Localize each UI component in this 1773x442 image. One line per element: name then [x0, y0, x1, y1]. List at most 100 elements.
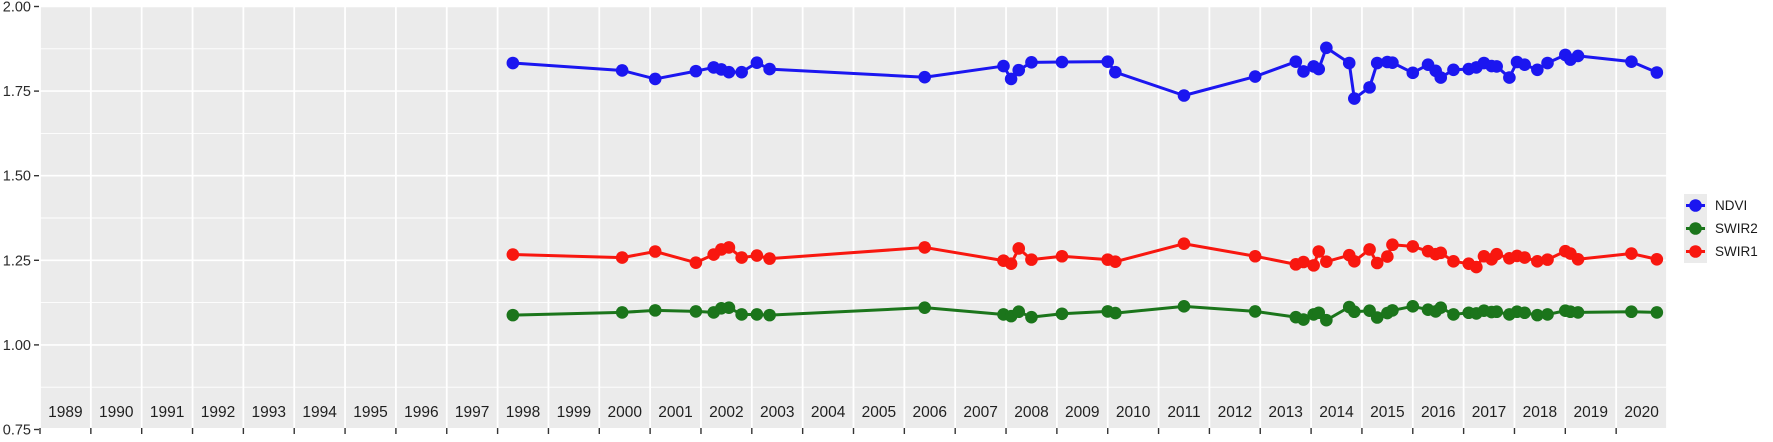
data-point-ndvi — [918, 70, 931, 84]
data-point-swir1 — [1004, 257, 1018, 270]
swir2-point-icon — [1686, 222, 1705, 235]
data-point-ndvi — [1012, 63, 1026, 77]
data-point-swir2 — [1518, 306, 1531, 320]
data-point-ndvi — [1571, 49, 1585, 63]
data-point-swir2 — [1177, 300, 1191, 313]
facet-panel-2015 — [1362, 6, 1412, 428]
ndvi-point-icon — [1686, 199, 1705, 212]
data-point-swir1 — [1370, 256, 1384, 270]
x-axis-label-2017: 2017 — [1472, 404, 1506, 421]
x-axis-label-2005: 2005 — [862, 404, 896, 421]
facet-panel-1996 — [396, 6, 446, 428]
x-axis-label-2008: 2008 — [1014, 404, 1048, 421]
facet-panel-2007 — [956, 6, 1006, 428]
data-point-swir1 — [1297, 255, 1310, 269]
y-axis-label: 1.50 — [3, 169, 31, 185]
legend-key-swir2 — [1684, 217, 1707, 240]
data-point-swir1 — [1531, 255, 1544, 268]
data-point-swir1 — [1518, 251, 1531, 264]
data-point-swir1 — [689, 256, 703, 269]
data-point-swir1 — [722, 241, 736, 254]
data-point-swir1 — [1434, 246, 1448, 260]
facet-panel-2012 — [1210, 6, 1260, 428]
facet-panel-1997 — [447, 6, 497, 428]
data-point-ndvi — [1177, 89, 1191, 102]
data-point-ndvi — [1342, 56, 1356, 70]
data-point-ndvi — [1025, 56, 1038, 69]
data-point-swir1 — [1012, 242, 1026, 255]
data-point-ndvi — [1370, 56, 1384, 70]
x-axis-label-1995: 1995 — [353, 404, 387, 421]
data-point-swir1 — [1307, 259, 1320, 272]
x-axis-label-2001: 2001 — [658, 404, 692, 421]
facet-panel-1998 — [498, 6, 548, 428]
data-point-swir2 — [1650, 306, 1664, 319]
data-point-ndvi — [1348, 92, 1361, 105]
data-point-ndvi — [1363, 81, 1376, 94]
x-axis-label-2018: 2018 — [1523, 404, 1557, 421]
data-point-ndvi — [1490, 60, 1503, 73]
data-point-ndvi — [1386, 56, 1399, 69]
data-point-ndvi — [1055, 55, 1069, 69]
data-point-swir2 — [1571, 306, 1585, 319]
y-axis-label: 2.00 — [3, 0, 31, 16]
data-point-ndvi — [1531, 63, 1544, 77]
data-point-swir1 — [1348, 255, 1361, 268]
data-point-swir1 — [1320, 255, 1333, 268]
data-point-ndvi — [689, 64, 703, 78]
data-point-swir1 — [750, 249, 764, 262]
data-point-swir1 — [1177, 237, 1191, 251]
facet-panel-2019 — [1566, 6, 1616, 428]
legend-label: SWIR1 — [1715, 244, 1758, 259]
facet-panel-1993 — [244, 6, 294, 428]
legend-key-swir1 — [1684, 240, 1707, 263]
data-point-swir1 — [1025, 253, 1038, 266]
facet-panel-1992 — [193, 6, 243, 428]
data-point-swir1 — [506, 248, 520, 261]
x-axis-label-1990: 1990 — [99, 404, 134, 421]
x-axis-label-2019: 2019 — [1573, 404, 1607, 421]
data-point-swir1 — [1541, 253, 1554, 266]
facet-panel-2003 — [752, 6, 802, 428]
x-axis-label-1991: 1991 — [150, 404, 184, 421]
data-point-swir1 — [763, 252, 776, 265]
data-point-ndvi — [1447, 63, 1460, 77]
data-point-ndvi — [1406, 66, 1420, 80]
legend-label: SWIR2 — [1715, 221, 1758, 236]
data-point-ndvi — [1541, 56, 1554, 70]
x-axis-label-2012: 2012 — [1218, 404, 1252, 421]
x-axis-label-2004: 2004 — [811, 404, 846, 421]
data-point-ndvi — [615, 64, 629, 77]
facet-panel-2018 — [1515, 6, 1565, 428]
x-axis-label-2002: 2002 — [709, 404, 743, 421]
data-point-swir1 — [1571, 252, 1585, 266]
data-point-ndvi — [1248, 70, 1262, 83]
x-axis-label-1989: 1989 — [48, 404, 82, 421]
data-point-swir2 — [506, 308, 520, 322]
x-axis-label-2006: 2006 — [913, 404, 947, 421]
data-point-swir1 — [1447, 255, 1460, 268]
data-point-ndvi — [1434, 71, 1448, 84]
x-axis-label-2015: 2015 — [1370, 404, 1404, 421]
data-point-ndvi — [722, 65, 736, 79]
data-point-ndvi — [735, 65, 748, 79]
data-point-swir2 — [648, 304, 662, 317]
data-point-ndvi — [1297, 65, 1310, 78]
data-point-swir1 — [1055, 249, 1069, 263]
data-point-ndvi — [750, 56, 764, 69]
x-axis-label-2014: 2014 — [1319, 404, 1354, 421]
data-point-swir2 — [1434, 301, 1448, 314]
x-axis-label-2020: 2020 — [1624, 404, 1659, 421]
data-point-swir2 — [689, 305, 703, 318]
data-point-swir2 — [750, 308, 764, 321]
facet-panel-1989 — [40, 6, 90, 428]
x-axis-label-2010: 2010 — [1116, 404, 1151, 421]
x-axis-label-2016: 2016 — [1421, 404, 1455, 421]
data-point-swir2 — [1348, 305, 1361, 319]
x-axis-label-1998: 1998 — [506, 404, 540, 421]
data-point-swir1 — [918, 241, 931, 254]
data-point-swir1 — [1490, 247, 1503, 261]
y-axis-label: 1.75 — [3, 84, 31, 100]
data-point-swir2 — [1406, 300, 1420, 313]
x-axis-label-1996: 1996 — [404, 404, 438, 421]
